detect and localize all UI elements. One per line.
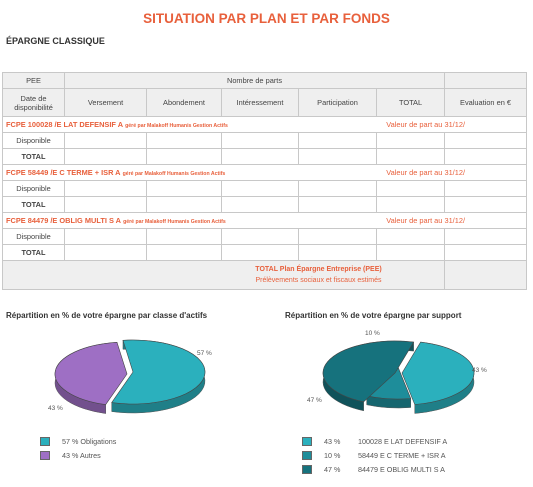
section-title: ÉPARGNE CLASSIQUE <box>6 36 105 46</box>
header-row-2: Date de disponibilité Versement Abondeme… <box>2 88 528 117</box>
row-label-total: TOTAL <box>2 196 65 213</box>
pie-chart-support: 43 % 10 % 47 % <box>307 330 487 414</box>
col-participation: Participation <box>298 88 377 117</box>
pie-slice-label: 47 % <box>307 397 322 404</box>
legend-pct: 47 % <box>324 464 341 474</box>
fund-header-row: FCPE 58449 /E C TERME + ISR A géré par M… <box>1 164 528 181</box>
legend-asset-class: 57 % Obligations 43 % Autres <box>40 434 116 462</box>
pie-slice <box>54 341 128 405</box>
page-title: SITUATION PAR PLAN ET PAR FONDS <box>143 11 390 26</box>
fund-manager: géré par Malakoff Humanis Gestion Actifs <box>123 219 226 225</box>
legend-swatch <box>40 450 50 460</box>
pie-chart-asset-class: 57 % 43 % <box>48 339 212 414</box>
grand-total-row: TOTAL Plan Épargne Entreprise (PEE) Prél… <box>1 260 528 290</box>
legend-label: 84479 E OBLIG MULTI S A <box>358 464 445 474</box>
legend-item: 47 % 84479 E OBLIG MULTI S A <box>302 462 447 476</box>
fund-manager: géré par Malakoff Humanis Gestion Actifs <box>125 123 228 129</box>
col-total: TOTAL <box>375 88 446 117</box>
legend-item: 43 % 100028 E LAT DEFENSIF A <box>302 434 447 448</box>
pie-slice-label: 43 % <box>472 367 487 374</box>
col-date: Date de disponibilité <box>2 88 65 117</box>
table-row: Disponible <box>2 132 528 149</box>
fund-value-label: Valeur de part au 31/12/ <box>386 120 466 129</box>
legend-swatch <box>40 436 50 446</box>
legend-swatch <box>302 450 312 460</box>
pie-slice <box>401 341 475 405</box>
row-label-disponible: Disponible <box>2 132 65 149</box>
col-interessement: Intéressement <box>221 88 299 117</box>
legend-label: 58449 E C TERME + ISR A <box>358 450 446 460</box>
pie-slice-label: 43 % <box>48 405 63 412</box>
legend-swatch <box>302 436 312 446</box>
table-row: Disponible <box>2 228 528 245</box>
table-row: TOTAL <box>2 244 528 261</box>
header-row-1: PEE Nombre de parts <box>2 72 528 89</box>
col-pee: PEE <box>2 72 65 89</box>
legend-swatch <box>302 464 312 474</box>
chart-title-support: Répartition en % de votre épargne par su… <box>285 311 462 320</box>
col-abondement: Abondement <box>146 88 222 117</box>
table-row: Disponible <box>2 180 528 197</box>
fund-header-row: FCPE 84479 /E OBLIG MULTI S A géré par M… <box>1 212 528 229</box>
fund-value-label: Valeur de part au 31/12/ <box>386 168 466 177</box>
fund-manager: géré par Malakoff Humanis Gestion Actifs <box>122 171 226 177</box>
col-nombre-parts: Nombre de parts <box>63 72 446 89</box>
legend-support: 43 % 100028 E LAT DEFENSIF A 10 % 58449 … <box>302 434 447 476</box>
table-row: TOTAL <box>2 196 528 213</box>
fund-table: PEE Nombre de parts Date de disponibilit… <box>1 72 528 290</box>
col-evaluation: Evaluation en € <box>444 88 528 117</box>
legend-pct: 43 % <box>324 436 341 446</box>
legend-label: 43 % Autres <box>62 450 101 460</box>
legend-item: 10 % 58449 E C TERME + ISR A <box>302 448 447 462</box>
row-label-disponible: Disponible <box>2 228 65 245</box>
legend-label: 100028 E LAT DEFENSIF A <box>358 436 448 446</box>
fund-name: FCPE 84479 /E OBLIG MULTI S A <box>6 216 121 225</box>
row-label-disponible: Disponible <box>2 180 65 197</box>
fund-value-label: Valeur de part au 31/12/ <box>386 216 466 225</box>
social-charges-label: Prélèvements sociaux et fiscaux estimés <box>255 277 382 284</box>
grand-total-label: TOTAL Plan Épargne Entreprise (PEE) <box>255 266 382 273</box>
row-label-total: TOTAL <box>2 244 65 261</box>
col-evaluation-top <box>444 72 528 89</box>
table-row: TOTAL <box>2 148 528 165</box>
pie-slice-label: 57 % <box>197 350 212 357</box>
legend-label: 57 % Obligations <box>62 436 117 446</box>
pie-slice <box>111 339 206 405</box>
legend-item: 43 % Autres <box>40 448 116 462</box>
fund-name: FCPE 100028 /E LAT DEFENSIF A <box>6 120 124 129</box>
row-label-total: TOTAL <box>2 148 65 165</box>
chart-title-asset-class: Répartition en % de votre épargne par cl… <box>6 311 208 320</box>
fund-name: FCPE 58449 /E C TERME + ISR A <box>6 168 121 177</box>
legend-pct: 10 % <box>324 450 341 460</box>
legend-item: 57 % Obligations <box>40 434 116 448</box>
col-versement: Versement <box>64 88 147 117</box>
pie-slice-label: 10 % <box>365 330 380 337</box>
fund-header-row: FCPE 100028 /E LAT DEFENSIF A géré par M… <box>1 116 528 133</box>
pie-slice <box>322 340 415 403</box>
